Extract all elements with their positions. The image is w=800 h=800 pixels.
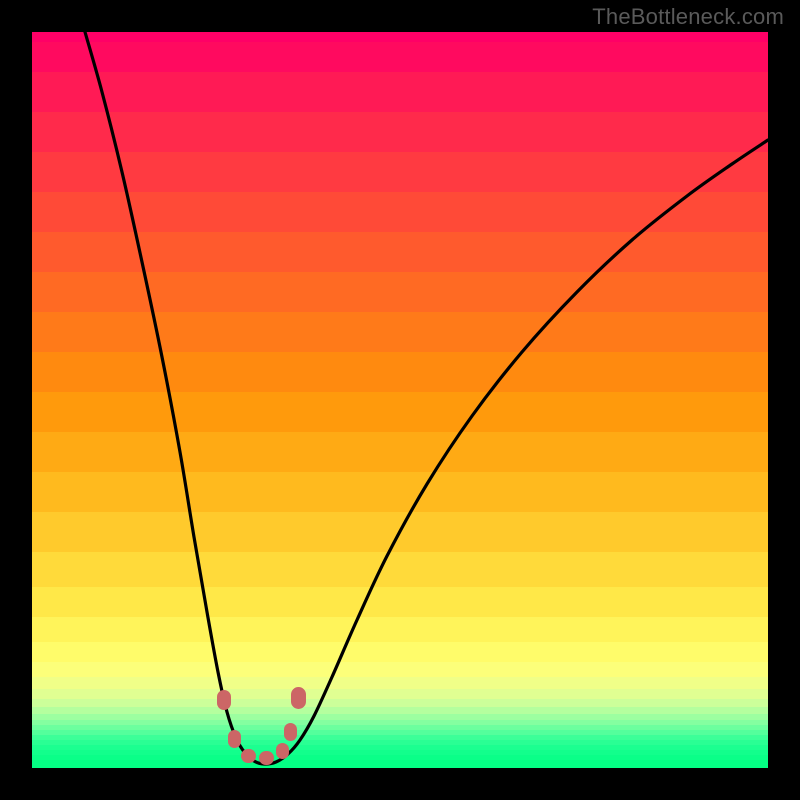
- curve-marker: [259, 751, 274, 765]
- curve-marker: [228, 730, 241, 748]
- curve-path: [85, 32, 768, 764]
- curve-marker: [241, 749, 256, 763]
- curve-marker: [217, 690, 231, 710]
- bottleneck-curve: [32, 32, 768, 768]
- curve-marker: [291, 687, 306, 709]
- curve-marker: [276, 743, 289, 759]
- watermark-text: TheBottleneck.com: [592, 4, 784, 30]
- curve-marker: [284, 723, 297, 741]
- plot-area: [32, 32, 768, 768]
- plot-inner: [32, 32, 768, 768]
